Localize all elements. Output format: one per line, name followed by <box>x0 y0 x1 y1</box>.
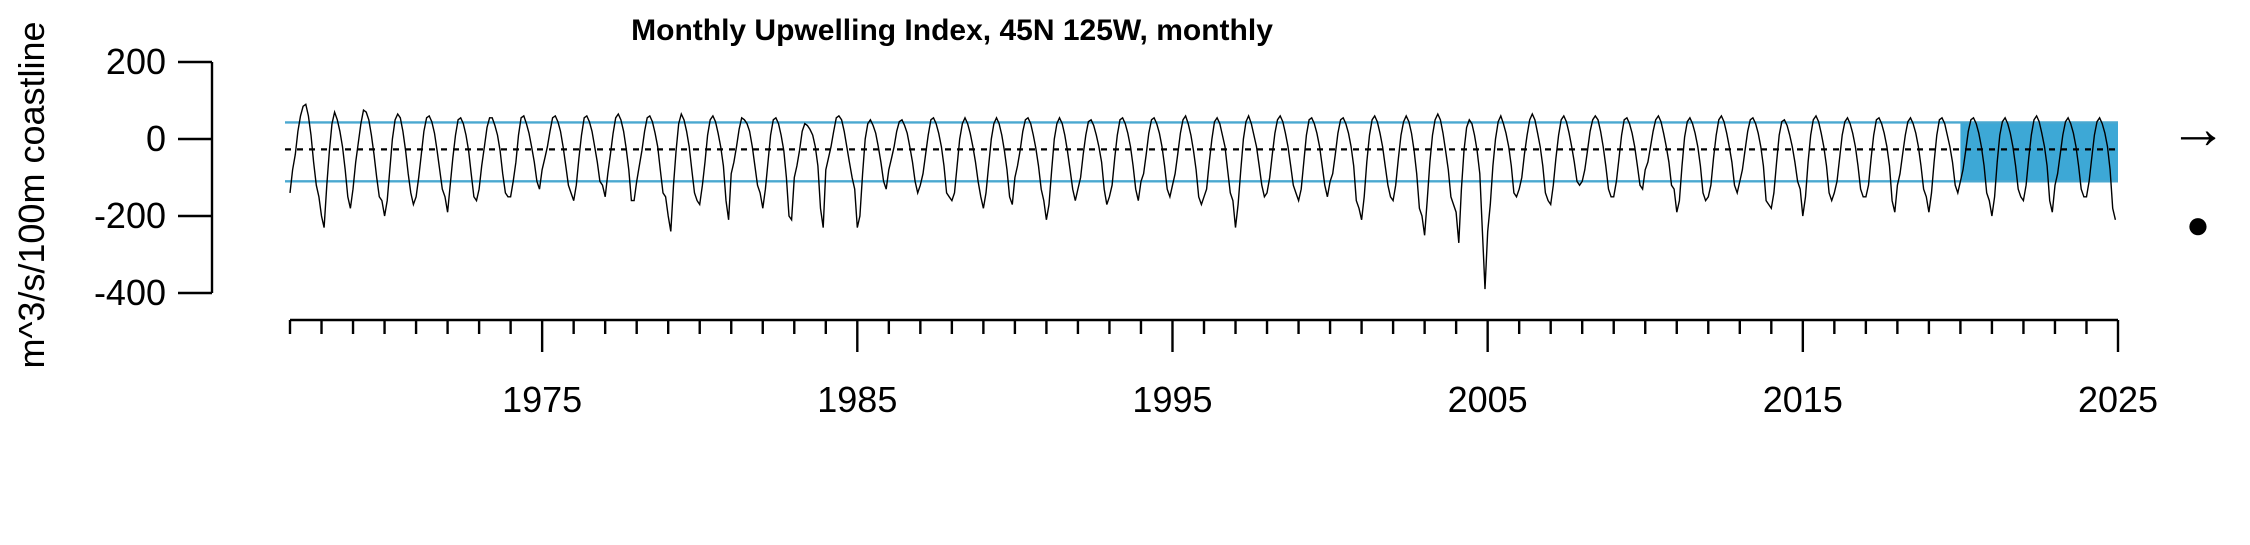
status-dot-icon: ● <box>2186 203 2210 247</box>
x-tick-label: 2015 <box>1763 379 1843 420</box>
y-tick-label: 0 <box>146 118 166 159</box>
y-tick-label: 200 <box>106 41 166 82</box>
x-tick-label: 1975 <box>502 379 582 420</box>
series-line <box>289 103 2117 290</box>
highlight-period <box>1960 122 2118 182</box>
x-tick-label: 1995 <box>1132 379 1212 420</box>
chart-title: Monthly Upwelling Index, 45N 125W, month… <box>631 14 1273 47</box>
y-axis: 200 0 -200 -400 <box>94 41 214 313</box>
y-tick-label: -200 <box>94 195 166 236</box>
y-tick-label: -400 <box>94 272 166 313</box>
x-tick-label: 2005 <box>1448 379 1528 420</box>
x-axis: 1975 1985 1995 2005 2015 2025 <box>288 318 2158 420</box>
y-axis-label: m^3/s/100m coastline <box>11 21 52 368</box>
x-tick-label: 1985 <box>817 379 897 420</box>
x-tick-label: 2025 <box>2078 379 2158 420</box>
trend-arrow-icon: → <box>2169 96 2227 161</box>
